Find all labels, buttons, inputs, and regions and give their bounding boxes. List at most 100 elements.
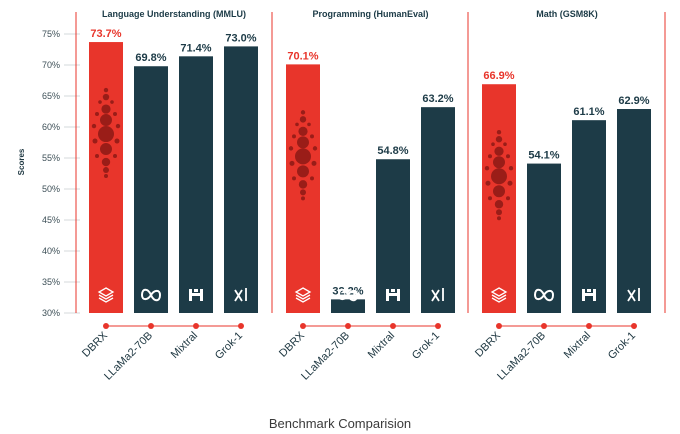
dbrx-pattern-dot [506,154,510,159]
dbrx-pattern-dot [101,157,111,167]
xai-icon-stroke2 [627,289,636,302]
y-tick-label: 75% [42,29,60,39]
dbrx-pattern-dot [95,112,99,117]
mistral-icon [189,289,203,301]
dbrx-pattern-dot [113,154,117,159]
value-label: 54.1% [528,150,559,162]
dbrx-pattern-dot [310,176,314,181]
category-dot [541,323,547,329]
dbrx-pattern-dot [288,146,294,151]
bar-llama2-70b [527,163,561,313]
dbrx-pattern-dot [110,100,114,104]
panel-title: Programming (HumanEval) [312,9,428,19]
category-dot [345,323,351,329]
dbrx-pattern-dot [508,166,514,171]
mistral-icon-notch [391,289,395,292]
bar-mixtral [179,56,213,313]
layers-icon-bottom [491,297,507,303]
value-label: 54.8% [377,145,408,157]
category-dot [103,323,109,329]
dbrx-pattern-dot [113,112,117,117]
category-label: LLaMa2-70B [495,330,548,383]
meta-icon-path [140,288,162,302]
dbrx-pattern-dot [101,104,111,114]
xai-icon-stroke2 [431,289,440,302]
layers-icon [97,287,115,303]
dbrx-pattern-dot [496,209,502,216]
y-tick-label: 35% [42,277,60,287]
bar-grok-1 [617,109,651,314]
y-axis-title: Scores [17,148,26,175]
mistral-icon [386,289,400,301]
layers-icon [294,287,312,303]
category-label: LLaMa2-70B [299,330,352,383]
dbrx-pattern-dot [114,138,120,144]
value-label: 61.1% [573,106,604,118]
meta-icon [140,288,162,302]
dbrx-pattern-dot [484,166,490,171]
y-tick-label: 50% [42,184,60,194]
layers-icon-mid [491,294,507,300]
mistral-icon-bar [389,293,397,296]
y-tick-label: 60% [42,122,60,132]
panel-3: Math (GSM8K) 66.9% DBRX 54.1% LLaMa2-70B 61.1… [473,9,651,383]
xai-icon [234,288,247,302]
layers-icon-bottom [98,297,114,303]
bar-mixtral [376,159,410,313]
category-label: DBRX [80,329,111,360]
dbrx-pattern-dot [493,185,505,198]
mistral-icon-left [386,289,389,301]
dbrx-pattern-dot [493,156,505,169]
xai-icon [431,288,444,302]
dbrx-pattern-dot [495,136,503,143]
category-dot [496,323,502,329]
mistral-icon-right [200,289,203,301]
value-label: 69.8% [135,52,166,64]
bar-llama2-70b [331,299,365,313]
dbrx-pattern-dot [507,180,513,186]
y-tick-label: 40% [42,246,60,256]
mistral-icon [582,289,596,301]
xai-icon-stroke2 [234,289,243,302]
dbrx-pattern-dot [307,122,311,127]
value-label: 66.9% [483,70,514,82]
dbrx-pattern-dot [92,138,98,144]
category-label: Grok-1 [410,330,442,362]
layers-icon-top [490,287,508,297]
dbrx-pattern-dot [102,93,110,101]
category-dot [148,323,154,329]
dbrx-pattern-dot [491,142,495,147]
y-tick-label: 65% [42,91,60,101]
value-label: 73.0% [225,32,256,44]
layers-icon-mid [98,294,114,300]
dbrx-pattern-dot [494,200,504,209]
panel-2: Programming (HumanEval) 70.1% DBRX 32.2% LLa… [277,9,455,383]
dbrx-pattern-dot [488,196,492,201]
dbrx-pattern-dot [103,87,109,93]
mistral-icon-bar [192,293,200,296]
mistral-icon-left [189,289,192,301]
meta-icon-path [533,288,555,302]
meta-icon [533,288,555,302]
dbrx-pattern-dot [98,126,114,143]
dbrx-pattern-dot [299,116,307,123]
category-dot [390,323,396,329]
bar-grok-1 [421,107,455,313]
category-dot [238,323,244,329]
bar-dbrx [286,64,320,313]
category-label: LLaMa2-70B [102,330,155,383]
value-label: 71.4% [180,42,211,54]
dbrx-pattern-dot [494,146,504,156]
y-tick-label: 30% [42,308,60,318]
layers-icon-mid [295,294,311,300]
dbrx-pattern-dot [503,142,507,147]
mistral-icon-left [582,289,585,301]
dbrx-pattern-dot [295,148,311,165]
category-label: Grok-1 [606,330,638,362]
dbrx-pattern-dot [297,136,309,149]
category-label: DBRX [277,329,308,360]
dbrx-pattern-dot [292,176,296,181]
category-label: Grok-1 [213,330,245,362]
dbrx-pattern-dot [100,114,112,127]
mistral-icon-right [397,289,400,301]
